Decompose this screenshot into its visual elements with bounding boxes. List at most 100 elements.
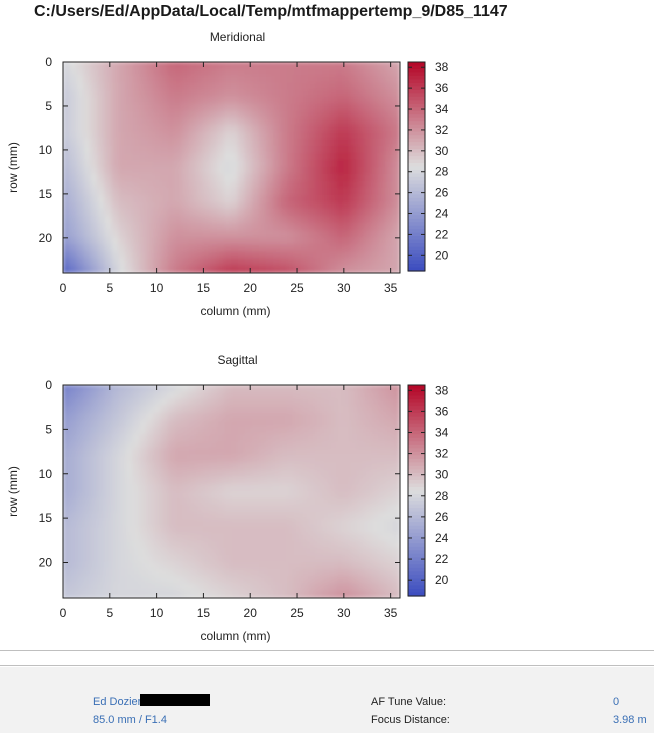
heat-cell [301, 202, 310, 211]
heat-cell [322, 533, 331, 542]
heat-cell [308, 89, 317, 98]
heat-cell [287, 533, 296, 542]
heat-cell [237, 540, 247, 549]
heat-cell [83, 554, 92, 564]
heat-cell [308, 419, 317, 429]
heat-cell [63, 498, 71, 507]
heat-cell [230, 391, 240, 400]
heat-cell [118, 124, 127, 133]
heat-cell [146, 68, 155, 77]
heat-cell [188, 117, 197, 126]
heat-cell [139, 117, 148, 126]
heat-cell [209, 180, 219, 190]
heat-cell [280, 138, 289, 147]
heat-cell [63, 159, 71, 169]
heat-cell [97, 131, 106, 140]
heat-cell [294, 569, 303, 578]
x-tick-label: 10 [150, 606, 164, 620]
heat-cell [181, 251, 190, 260]
heat-cell [195, 124, 205, 133]
heat-cell [329, 498, 338, 507]
colorbar-step [408, 65, 425, 70]
heat-cell [97, 512, 106, 521]
heat-cell [350, 483, 359, 493]
heat-cell [237, 583, 247, 592]
heat-cell [364, 505, 373, 514]
heat-cell [160, 180, 169, 190]
heat-cell [378, 152, 387, 162]
heat-cell [266, 583, 275, 592]
heat-cell [343, 490, 352, 500]
heat-cell [63, 103, 71, 112]
colorbar-step [408, 571, 425, 576]
heat-cell [111, 405, 120, 414]
heat-cell [364, 469, 373, 478]
heat-cell [209, 75, 219, 84]
heat-cell [251, 512, 261, 521]
heat-cell [139, 441, 148, 450]
heat-cell [97, 110, 106, 119]
heat-cell [63, 251, 71, 260]
heat-cell [287, 476, 296, 485]
heat-cell [322, 244, 331, 253]
heat-cell [392, 188, 400, 197]
heat-cell [364, 462, 373, 471]
heat-cell [174, 117, 183, 126]
heat-cell [216, 441, 226, 450]
x-tick-label: 20 [244, 606, 258, 620]
heat-cell [258, 561, 268, 571]
heat-cell [111, 441, 120, 450]
heat-cell [223, 455, 233, 464]
heat-cell [237, 498, 247, 507]
heat-cell [230, 412, 240, 422]
heat-cell [104, 412, 113, 422]
heat-cell [167, 576, 176, 585]
heat-cell [76, 490, 85, 500]
heat-cell [280, 166, 289, 176]
heat-cell [160, 62, 169, 70]
colorbar-step [408, 413, 425, 418]
heat-cell [280, 173, 289, 183]
heat-cell [357, 547, 366, 556]
heat-cell [294, 462, 303, 471]
heat-cell [301, 251, 310, 260]
heat-cell [258, 110, 268, 119]
heat-cell [223, 526, 233, 535]
heat-cell [69, 412, 78, 422]
heat-cell [230, 62, 240, 70]
heat-cell [83, 209, 92, 218]
heat-cell [174, 419, 183, 429]
colorbar-step [408, 578, 425, 583]
heat-cell [111, 89, 120, 98]
heat-cell [132, 265, 141, 273]
heat-cell [202, 251, 212, 260]
heat-cell [216, 554, 226, 564]
heat-cell [125, 405, 134, 414]
heat-cell [357, 434, 366, 443]
heat-cell [266, 152, 275, 162]
heat-cell [392, 590, 400, 598]
heat-cell [343, 103, 352, 112]
heat-cell [244, 138, 254, 147]
heat-cell [118, 455, 127, 464]
heat-cell [202, 131, 212, 140]
heat-cell [237, 62, 247, 70]
heat-cell [350, 476, 359, 485]
heat-cell [223, 427, 233, 436]
heat-cell [336, 159, 345, 169]
heat-cell [315, 237, 324, 246]
heat-cell [287, 82, 296, 91]
heat-cell [287, 68, 296, 77]
heat-cell [258, 138, 268, 147]
heat-cell [125, 583, 134, 592]
heat-cell [371, 223, 380, 232]
heat-cell [378, 412, 387, 422]
heat-cell [111, 533, 120, 542]
heat-cell [216, 569, 226, 578]
heat-cell [385, 526, 394, 535]
heat-cell [371, 554, 380, 564]
colorbar-step [408, 163, 425, 168]
heat-cell [258, 152, 268, 162]
heat-cell [223, 505, 233, 514]
heat-cell [132, 188, 141, 197]
